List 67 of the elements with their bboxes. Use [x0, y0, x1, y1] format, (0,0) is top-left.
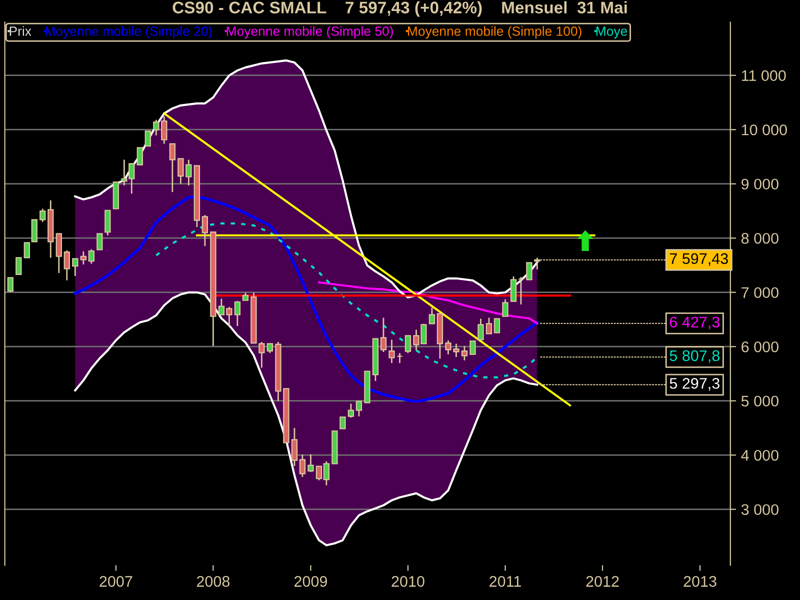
candlestick — [136, 147, 143, 166]
y-tick-label: 6 000 — [742, 341, 778, 352]
candlestick — [486, 317, 492, 334]
candlestick — [88, 248, 94, 264]
candlestick — [202, 214, 208, 247]
legend-label: Moyenne mobile (Simple 100) — [408, 26, 582, 38]
candlestick — [144, 130, 151, 147]
candlestick — [64, 250, 70, 282]
candlestick — [518, 276, 524, 306]
candlestick — [299, 454, 306, 478]
annotation: 5 807,8 — [670, 350, 720, 363]
line-series — [74, 195, 539, 403]
candlestick — [404, 334, 412, 354]
annotation: 6 427,3 — [670, 316, 720, 330]
legend-label: Moyenne mobile (Simple 20) — [46, 26, 212, 38]
y-tick-label: 5 000 — [741, 396, 778, 407]
candlestick — [291, 427, 298, 467]
y-tick-label: 10 000 — [742, 124, 787, 136]
line-series — [318, 281, 538, 324]
candlestick — [96, 233, 103, 250]
y-tick-label: 8 000 — [741, 232, 778, 244]
annotation: 7 597,43 — [670, 253, 728, 266]
candlestick — [388, 339, 395, 364]
candlestick — [16, 257, 22, 275]
x-tick-label: 2011 — [490, 576, 521, 587]
candlestick — [526, 262, 532, 280]
candlestick — [7, 277, 14, 293]
line-series — [74, 291, 538, 546]
y-tick-label: 7 000 — [742, 287, 778, 298]
legend-label: Moye — [596, 26, 628, 38]
candlestick — [40, 208, 46, 223]
candlestick — [308, 454, 314, 473]
legend-label: Moyenne mobile (Simple 50) — [226, 26, 393, 38]
candlestick — [80, 250, 86, 266]
candlestick — [396, 352, 403, 364]
candlestick — [428, 307, 436, 324]
x-tick-label: 2009 — [294, 576, 327, 587]
x-tick-label: 2013 — [684, 576, 716, 587]
candlestick — [234, 300, 241, 327]
x-tick-label: 2007 — [100, 576, 132, 587]
candlestick — [340, 416, 346, 430]
y-tick-label: 3 000 — [741, 504, 778, 516]
candlestick — [510, 276, 517, 302]
chart-title: CS90 - CAC SMALL 7 597,43 (+0,42%) Mensuel 31 Mai — [172, 1, 627, 17]
x-tick-label: 2012 — [586, 576, 619, 587]
candlestick — [153, 119, 160, 136]
candlestick — [356, 400, 362, 417]
x-tick-label: 2010 — [392, 576, 424, 587]
candlestick — [461, 345, 468, 362]
y-tick-label: 4 000 — [741, 450, 778, 461]
candlestick — [266, 342, 274, 354]
candlestick — [494, 318, 500, 334]
annotation: 5 297,3 — [670, 378, 720, 391]
candlestick — [169, 143, 176, 193]
legend-title: Prix — [10, 26, 32, 36]
candlestick — [161, 116, 168, 144]
x-tick-label: 2008 — [196, 576, 230, 587]
candlestick — [348, 402, 354, 418]
candlestick — [72, 258, 78, 277]
candlestick — [56, 233, 62, 274]
y-tick-label: 9 000 — [742, 178, 778, 190]
candlestick — [470, 340, 476, 355]
candlestick — [478, 318, 484, 340]
candlestick — [104, 210, 111, 236]
y-tick-label: 11 000 — [742, 70, 786, 82]
candlestick — [380, 317, 387, 353]
candlestick — [502, 298, 508, 318]
